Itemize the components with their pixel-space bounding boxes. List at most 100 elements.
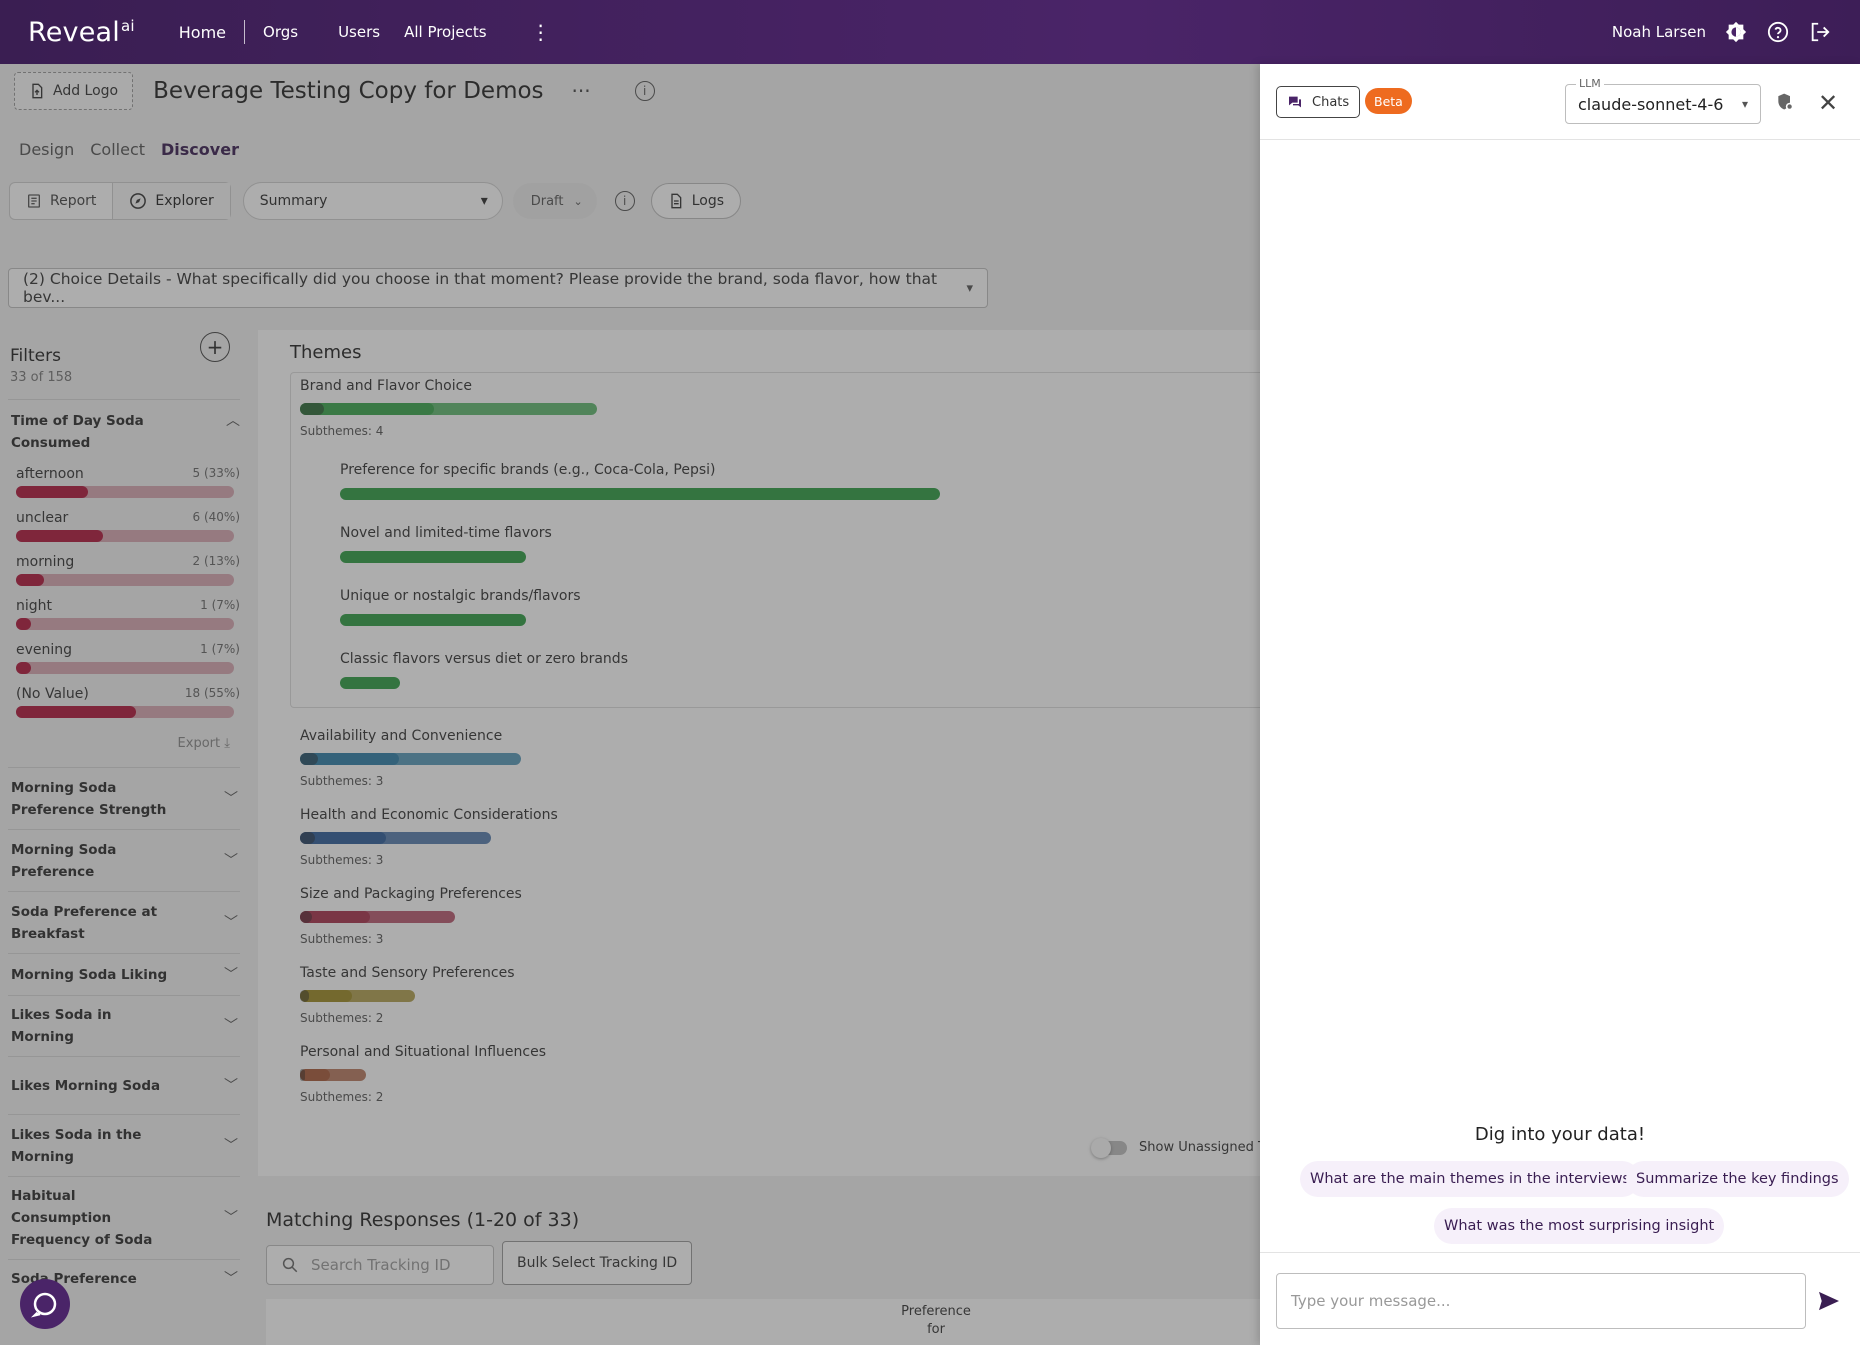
nav-more-icon[interactable]: ⋮ bbox=[530, 20, 551, 44]
subtheme-item[interactable]: Unique or nostalgic brands/flavors bbox=[340, 588, 581, 626]
bulk-select-label: Bulk Select Tracking ID bbox=[517, 1255, 678, 1271]
theme-item[interactable]: Size and Packaging Preferences Subthemes… bbox=[300, 886, 522, 946]
nav-home[interactable]: Home bbox=[178, 22, 227, 42]
expanded-theme-card[interactable] bbox=[290, 372, 1280, 708]
filter-option-count: 1 (7%) bbox=[200, 598, 240, 612]
filter-section[interactable]: Morning Soda Preference Strength ﹀ bbox=[8, 767, 240, 829]
column-header[interactable]: Preference for bbox=[901, 1304, 971, 1337]
filter-option-bar bbox=[16, 486, 234, 498]
search-input[interactable]: Search Tracking ID bbox=[266, 1245, 494, 1285]
filter-section[interactable]: Likes Soda in the Morning ﹀ bbox=[8, 1114, 240, 1176]
logs-button[interactable]: Logs bbox=[650, 183, 742, 219]
nav-users[interactable]: Users bbox=[338, 23, 381, 41]
report-button[interactable]: Report bbox=[10, 183, 112, 219]
filter-option[interactable]: afternoon 5 (33%) bbox=[11, 466, 240, 498]
theme-item[interactable]: Availability and Convenience Subthemes: … bbox=[300, 728, 521, 788]
filter-option-bar-fill bbox=[16, 486, 88, 498]
status-info-icon[interactable]: i bbox=[614, 191, 635, 211]
nav-all-projects[interactable]: All Projects bbox=[404, 23, 487, 41]
theme-item[interactable]: Taste and Sensory Preferences Subthemes:… bbox=[300, 965, 515, 1025]
logs-label: Logs bbox=[691, 193, 725, 209]
chat-launcher-button[interactable] bbox=[20, 1279, 70, 1329]
filter-section[interactable]: Soda Preference at Breakfast ﹀ bbox=[8, 891, 240, 953]
logout-icon[interactable] bbox=[1808, 20, 1832, 44]
chats-button[interactable]: Chats bbox=[1276, 86, 1361, 118]
subtheme-name: Novel and limited-time flavors bbox=[340, 525, 552, 541]
toggle-switch[interactable] bbox=[1091, 1137, 1127, 1158]
theme-name: Brand and Flavor Choice bbox=[300, 378, 472, 394]
add-logo-button[interactable]: Add Logo bbox=[14, 72, 134, 110]
add-logo-label: Add Logo bbox=[53, 83, 119, 99]
add-filter-button[interactable]: + bbox=[200, 332, 230, 362]
subtheme-name: Classic flavors versus diet or zero bran… bbox=[340, 651, 628, 667]
compass-icon bbox=[130, 193, 147, 209]
filter-section[interactable]: Likes Morning Soda ﹀ bbox=[8, 1056, 240, 1114]
message-input[interactable]: Type your message... bbox=[1276, 1273, 1806, 1329]
subtheme-item[interactable]: Novel and limited-time flavors bbox=[340, 525, 552, 563]
theme-item[interactable]: Health and Economic Considerations Subth… bbox=[300, 807, 558, 867]
filter-option-label: evening bbox=[16, 642, 73, 658]
send-icon[interactable] bbox=[1818, 1291, 1840, 1315]
theme-name: Personal and Situational Influences bbox=[300, 1044, 546, 1060]
info-icon[interactable]: i bbox=[634, 81, 655, 101]
question-select[interactable]: (2) Choice Details - What specifically d… bbox=[8, 268, 988, 308]
project-more-icon[interactable]: ··· bbox=[571, 79, 591, 103]
filter-section[interactable]: Morning Soda Preference ﹀ bbox=[8, 829, 240, 891]
explorer-button[interactable]: Explorer bbox=[112, 183, 230, 219]
theme-item[interactable]: Brand and Flavor Choice Subthemes: 4 bbox=[300, 378, 597, 438]
summary-select[interactable]: Summary ▾ bbox=[242, 182, 503, 220]
subtheme-bar-fill bbox=[340, 677, 400, 689]
tab-design[interactable]: Design bbox=[19, 140, 75, 159]
filter-option-bar-fill bbox=[16, 574, 44, 586]
filter-option[interactable]: evening 1 (7%) bbox=[11, 642, 240, 674]
suggestion-chip[interactable]: What are the main themes in the intervie… bbox=[1300, 1161, 1640, 1197]
filter-section[interactable]: Habitual Consumption Frequency of Soda ﹀ bbox=[8, 1176, 240, 1259]
filter-option-bar-fill bbox=[16, 530, 103, 542]
suggestion-chip[interactable]: What was the most surprising insight bbox=[1434, 1208, 1725, 1244]
theme-item[interactable]: Personal and Situational Influences Subt… bbox=[300, 1044, 546, 1104]
theme-bar-fill bbox=[300, 990, 352, 1002]
close-icon[interactable]: ✕ bbox=[1818, 89, 1839, 117]
app-logo[interactable]: Revealai bbox=[28, 16, 135, 48]
filter-section-title: Morning Soda Preference bbox=[11, 841, 117, 880]
filter-option-bar bbox=[16, 706, 234, 718]
filter-option[interactable]: (No Value) 18 (55%) bbox=[11, 686, 240, 718]
subtheme-item[interactable]: Preference for specific brands (e.g., Co… bbox=[340, 462, 940, 500]
bulk-select-button[interactable]: Bulk Select Tracking ID bbox=[502, 1241, 693, 1285]
filter-section[interactable]: Morning Soda Liking ﹀ bbox=[8, 953, 240, 995]
chevron-down-icon: ﹀ bbox=[224, 1137, 238, 1154]
filter-section[interactable]: Likes Soda in Morning ﹀ bbox=[8, 995, 240, 1056]
chats-label: Chats bbox=[1312, 94, 1350, 110]
theme-subthemes-count: Subthemes: 2 bbox=[300, 1090, 384, 1104]
nav-orgs[interactable]: Orgs bbox=[263, 23, 299, 41]
shield-settings-icon[interactable] bbox=[1775, 92, 1795, 116]
filter-option[interactable]: morning 2 (13%) bbox=[11, 554, 240, 586]
help-icon[interactable] bbox=[1766, 20, 1790, 44]
filter-option-count: 5 (33%) bbox=[192, 466, 240, 480]
filter-option-label: afternoon bbox=[16, 466, 84, 482]
tab-discover[interactable]: Discover bbox=[161, 140, 239, 159]
filter-option-count: 1 (7%) bbox=[200, 642, 240, 656]
question-select-value: (2) Choice Details - What specifically d… bbox=[23, 270, 938, 306]
user-name[interactable]: Noah Larsen bbox=[1611, 23, 1706, 41]
llm-select[interactable]: LLM claude-sonnet-4-6 ▾ bbox=[1565, 77, 1761, 124]
view-toggle: Report Explorer bbox=[9, 182, 231, 220]
theme-bar bbox=[300, 403, 597, 415]
project-tabs: Design Collect Discover bbox=[19, 140, 239, 159]
filter-section-header[interactable]: Time of Day Soda Consumed ︿ bbox=[11, 410, 240, 454]
filters-panel: Filters 33 of 158 + Time of Day Soda Con… bbox=[0, 330, 250, 1298]
suggestion-chip[interactable]: Summarize the key findings bbox=[1626, 1161, 1849, 1197]
chevron-up-icon: ︿ bbox=[226, 413, 240, 429]
filter-option[interactable]: unclear 6 (40%) bbox=[11, 510, 240, 542]
tab-collect[interactable]: Collect bbox=[90, 140, 146, 159]
filter-option[interactable]: night 1 (7%) bbox=[11, 598, 240, 630]
theme-bar-core bbox=[300, 832, 315, 844]
theme-toggle-icon[interactable] bbox=[1724, 20, 1748, 44]
subtheme-bar bbox=[340, 488, 940, 500]
subtheme-item[interactable]: Classic flavors versus diet or zero bran… bbox=[340, 651, 628, 689]
filter-section-title: Time of Day Soda Consumed bbox=[11, 413, 144, 451]
subtheme-bar-fill bbox=[340, 488, 940, 500]
theme-subthemes-count: Subthemes: 3 bbox=[300, 853, 384, 867]
export-button[interactable]: Export ⤓ bbox=[11, 736, 230, 751]
status-select[interactable]: Draft ⌄ bbox=[512, 183, 597, 219]
